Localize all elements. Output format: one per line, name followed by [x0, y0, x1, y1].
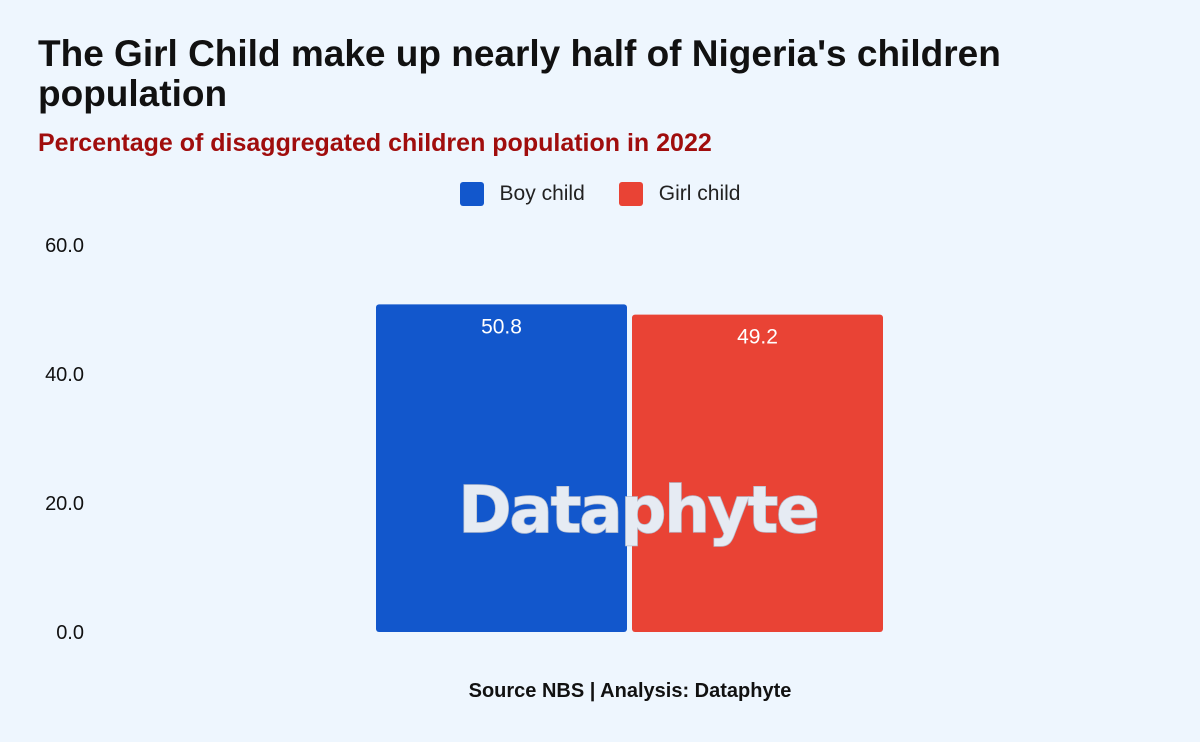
- legend-label-girl: Girl child: [658, 182, 741, 205]
- legend-label-boy: Boy child: [499, 182, 585, 205]
- data-label-boy-child: 50.8: [481, 315, 522, 338]
- legend-swatch-girl: [618, 182, 643, 206]
- legend-item-girl[interactable]: Girl child: [618, 182, 741, 206]
- bar-girl-child[interactable]: [632, 314, 883, 632]
- chart-legend: Boy child Girl child: [0, 182, 1200, 206]
- chart-title: The Girl Child make up nearly half of Ni…: [38, 33, 1001, 114]
- legend-item-boy[interactable]: Boy child: [459, 182, 585, 206]
- bar-boy-child[interactable]: [376, 304, 627, 632]
- y-tick-label: 40.0: [45, 364, 84, 386]
- watermark-logo: Dataphyte: [458, 474, 817, 548]
- legend-swatch-boy: [459, 182, 484, 206]
- y-tick-label: 0.0: [56, 622, 84, 644]
- chart-subtitle: Percentage of disaggregated children pop…: [38, 129, 712, 157]
- data-label-girl-child: 49.2: [737, 326, 778, 349]
- y-tick-label: 60.0: [45, 235, 84, 257]
- source-note: Source NBS | Analysis: Dataphyte: [468, 680, 792, 702]
- y-tick-label: 20.0: [45, 493, 84, 515]
